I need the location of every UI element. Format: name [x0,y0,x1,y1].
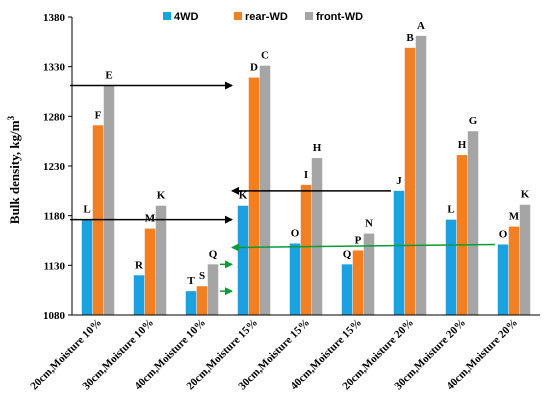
bar-letter: R [135,259,144,271]
bar-letter: B [406,32,414,44]
bar-rear-wd-4 [248,77,260,316]
bar-letter: O [291,227,300,239]
bar-front-wd-3 [207,264,219,315]
bar-letter: G [469,115,478,127]
bar-4wd-5 [289,243,301,315]
bar-rear-wd-9 [508,226,520,315]
bar-letter: Q [209,248,218,260]
y-tick-label: 1080 [43,310,66,322]
comparison-arrows [70,81,496,296]
bar-4wd-6 [341,264,353,315]
bar-letter: E [105,70,112,82]
legend-swatch [305,12,313,20]
bar-letter: F [95,109,102,121]
bar-letter: O [499,228,508,240]
bar-rear-wd-2 [144,228,156,315]
bar-4wd-8 [445,219,457,315]
legend-label: 4WD [174,11,199,23]
bar-letter: Q [343,248,352,260]
bar-4wd-7 [393,190,405,315]
bar-letter: K [239,190,248,202]
bar-letter: N [365,218,373,230]
bar-letter: K [521,189,530,201]
bars [81,35,531,316]
bar-letter: J [396,175,402,187]
bar-letter: K [157,190,166,202]
legend-swatch [163,12,171,20]
legend: 4WD rear-WD front-WD [163,11,363,23]
bar-letter: M [145,213,156,225]
bar-front-wd-5 [311,158,323,315]
bar-front-wd-7 [415,35,427,316]
bar-rear-wd-8 [456,155,468,315]
bar-letter: M [509,211,520,223]
bar-front-wd-6 [363,233,375,315]
bar-front-wd-2 [155,205,167,315]
bar-letter: P [355,234,362,246]
legend-swatch [234,12,242,20]
y-tick-label: 1330 [43,62,66,74]
bar-letter: C [261,50,269,62]
y-axis-ticks: 1080 1130 1180 1230 1280 1330 1380 [43,12,72,322]
axes [71,17,540,316]
bar-4wd-1 [81,219,93,315]
bar-letter: L [83,204,90,216]
bar-letter: A [417,20,425,32]
bar-letter: H [313,142,322,154]
y-axis-title: Bulk density, kg/m3 [6,115,22,224]
bar-letter: L [447,204,454,216]
y-tick-label: 1180 [44,211,66,223]
x-axis-labels: 20cm,Moisture 10%30cm,Moisture 10%40cm,M… [28,317,520,393]
bar-rear-wd-7 [404,47,416,315]
bar-rear-wd-5 [300,184,312,315]
bar-4wd-4 [237,205,249,315]
bar-front-wd-8 [467,131,479,315]
bar-letter: H [458,139,467,151]
bar-rear-wd-6 [352,250,364,315]
y-tick-label: 1230 [43,161,66,173]
bar-letter: I [304,169,308,181]
bar-rear-wd-3 [196,286,208,315]
bar-4wd-9 [497,244,509,315]
y-tick-label: 1130 [44,260,66,272]
bar-front-wd-9 [519,204,531,315]
comparison-arrow [231,243,496,252]
bar-front-wd-1 [103,85,115,315]
legend-label: front-WD [316,11,363,23]
bar-letter: T [187,275,195,287]
legend-label: rear-WD [245,11,288,23]
bar-letter: D [250,62,258,74]
bar-4wd-2 [133,275,145,315]
y-tick-label: 1380 [43,12,66,24]
bar-4wd-3 [185,291,197,315]
bar-letter: S [199,270,205,282]
y-tick-label: 1280 [43,111,66,123]
